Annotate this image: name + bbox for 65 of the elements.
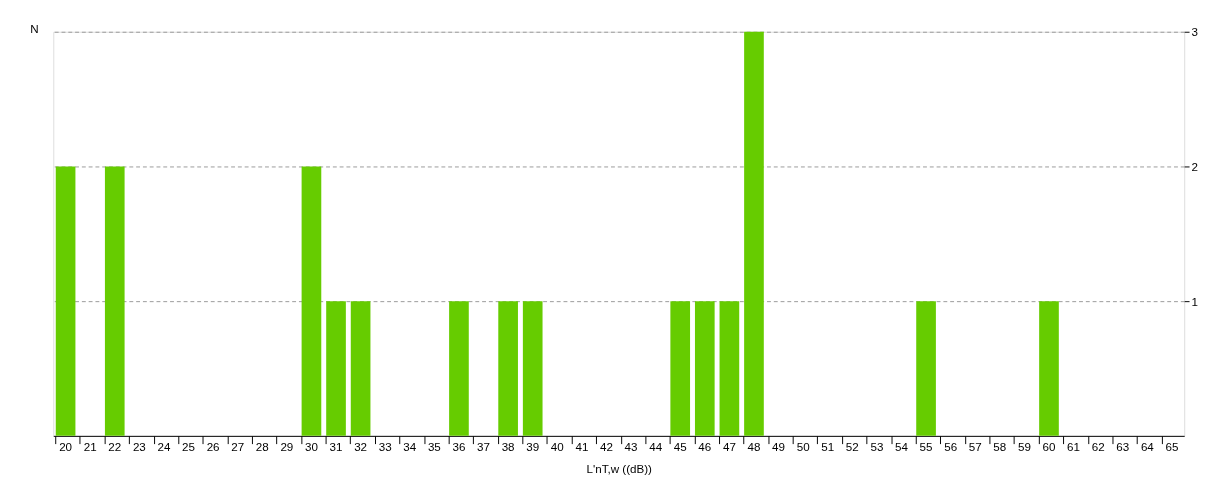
x-tick-label: 38 <box>501 439 515 453</box>
x-tick-label: 54 <box>895 439 909 453</box>
x-tick-label: 25 <box>182 439 195 453</box>
x-tick-label: 56 <box>944 439 958 453</box>
x-tick-label: 62 <box>1091 439 1105 453</box>
x-tick-label: 42 <box>600 439 613 453</box>
x-tick-label: 53 <box>870 439 884 453</box>
x-tick-label: 29 <box>280 439 294 453</box>
x-tick-label: 61 <box>1067 439 1081 453</box>
bar <box>350 301 371 436</box>
x-tick-label: 37 <box>477 439 490 453</box>
x-tick-label: 26 <box>206 439 220 453</box>
x-tick-label: 28 <box>255 439 269 453</box>
x-tick-label: 65 <box>1165 439 1179 453</box>
x-tick-label: 36 <box>452 439 466 453</box>
x-tick-label: 39 <box>526 439 540 453</box>
bar <box>301 166 322 436</box>
x-tick-label: 31 <box>329 439 343 453</box>
x-tick-label: 20 <box>59 439 73 453</box>
y-tick-label: 3 <box>1191 25 1198 39</box>
x-tick-label: 33 <box>378 439 392 453</box>
x-tick-label: 57 <box>968 439 982 453</box>
x-tick-label: 59 <box>1017 439 1031 453</box>
x-tick-label: 60 <box>1042 439 1056 453</box>
y-axis-title: N <box>30 22 39 36</box>
bar <box>326 301 346 436</box>
x-tick-label: 52 <box>845 439 859 453</box>
x-tick-label: 22 <box>108 439 122 453</box>
x-tick-label: 64 <box>1140 439 1155 453</box>
x-tick-label: 44 <box>649 439 663 453</box>
x-tick-label: 55 <box>919 439 933 453</box>
x-tick-label: 30 <box>304 439 318 453</box>
x-tick-label: 45 <box>673 439 687 453</box>
bar <box>449 301 469 436</box>
bar <box>498 301 518 436</box>
x-tick-label: 50 <box>796 439 810 453</box>
x-tick-label: 46 <box>698 439 712 453</box>
x-tick-label: 32 <box>354 439 368 453</box>
x-tick-label: 58 <box>993 439 1007 453</box>
y-tick-label: 1 <box>1191 294 1198 308</box>
x-tick-label: 35 <box>427 439 441 453</box>
y-tick-label: 2 <box>1191 159 1198 173</box>
x-tick-label: 41 <box>575 439 589 453</box>
x-tick-label: 43 <box>624 439 638 453</box>
bar <box>104 166 125 436</box>
bar <box>1039 301 1059 436</box>
x-tick-label: 48 <box>747 439 761 453</box>
bar <box>670 301 691 436</box>
bar <box>55 166 76 436</box>
x-tick-label: 21 <box>83 439 97 453</box>
bar <box>719 301 740 436</box>
x-tick-label: 49 <box>772 439 786 453</box>
x-tick-label: 51 <box>821 439 835 453</box>
x-tick-label: 47 <box>722 439 736 453</box>
x-tick-label: 63 <box>1116 439 1130 453</box>
bar <box>744 31 764 436</box>
x-tick-label: 24 <box>157 439 171 453</box>
x-tick-label: 23 <box>132 439 146 453</box>
x-axis-title: L'nT,w ((dB)) <box>586 462 653 476</box>
bar <box>522 301 543 436</box>
x-tick-label: 40 <box>550 439 564 453</box>
x-tick-label: 27 <box>231 439 245 453</box>
bar <box>916 301 936 436</box>
bar <box>694 301 715 436</box>
x-tick-label: 34 <box>403 439 417 453</box>
